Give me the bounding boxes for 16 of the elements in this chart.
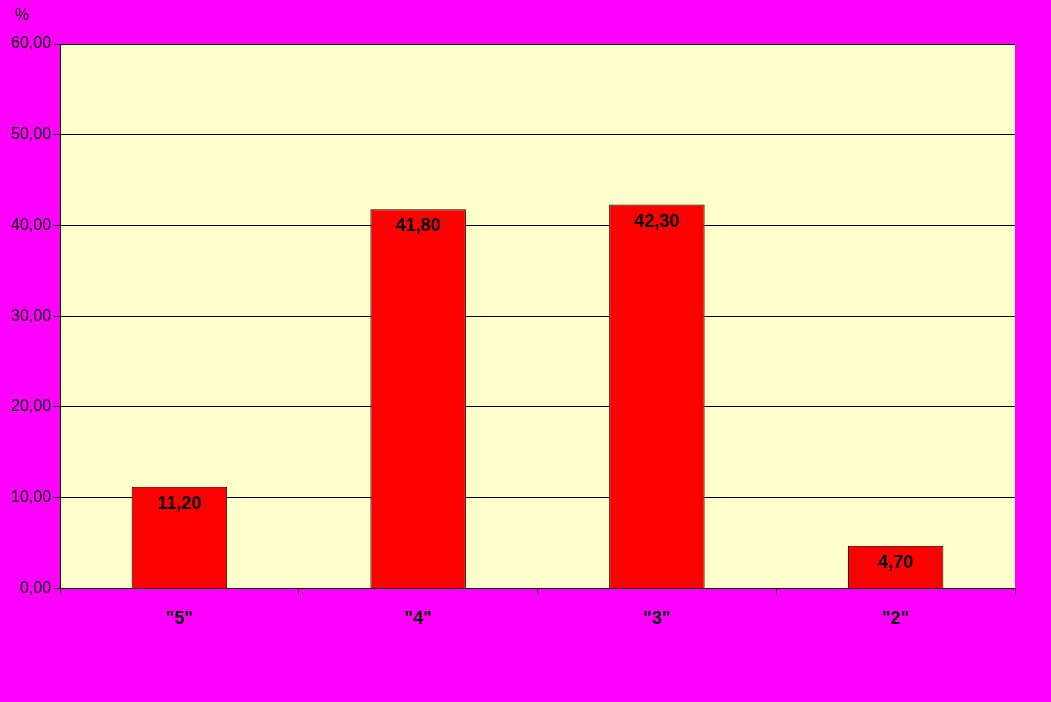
y-tick-label: 20,00 xyxy=(10,397,52,415)
y-tick-label: 30,00 xyxy=(10,306,52,324)
x-tick-label: "5" xyxy=(165,608,193,629)
x-tick-label: "2" xyxy=(882,608,910,629)
y-axis-title: % xyxy=(14,6,30,24)
y-tick-label: 50,00 xyxy=(10,125,52,143)
x-tick-label: "3" xyxy=(643,608,671,629)
data-label: 41,80 xyxy=(395,215,441,236)
y-tick-label: 0,00 xyxy=(19,578,52,596)
y-tick-label: 60,00 xyxy=(10,34,52,52)
data-label: 42,30 xyxy=(634,210,680,231)
x-tick-label: "4" xyxy=(404,608,432,629)
y-tick-label: 10,00 xyxy=(10,488,52,506)
y-tick-label: 40,00 xyxy=(10,215,52,233)
data-label: 11,20 xyxy=(157,492,202,513)
data-label: 4,70 xyxy=(878,551,914,572)
